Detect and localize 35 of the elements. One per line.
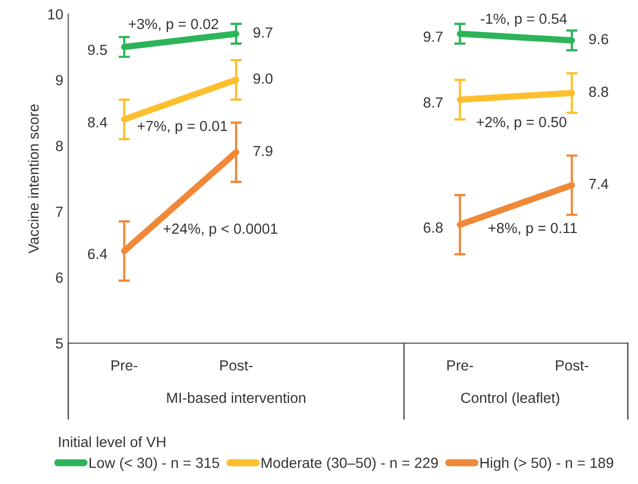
y-tick-label: 8 (56, 140, 63, 152)
x-tick-label: Pre- (112, 360, 138, 371)
data-label: 9.0 (253, 73, 272, 84)
y-tick-label: 7 (56, 206, 63, 217)
y-tick-label: 5 (56, 338, 63, 349)
x-tick-label: Post- (556, 360, 588, 371)
annotation: +8%, p = 0.11 (488, 222, 577, 236)
y-axis-title: Vaccine intention score (28, 104, 39, 254)
text: Control (leaflet) (461, 392, 560, 406)
legend-title: Initial level of VH (59, 436, 166, 448)
annotation: +3%, p = 0.02 (128, 18, 218, 32)
text: MI-based intervention (167, 392, 306, 404)
data-label: 9.7 (424, 32, 443, 42)
data-label: 6.8 (424, 222, 443, 233)
annotation: +7%, p = 0.01 (138, 120, 228, 134)
data-label: 6.4 (88, 248, 108, 260)
legend-label: Low (< 30) - n = 315 (90, 457, 220, 471)
data-label: 7.4 (589, 178, 608, 189)
annotation: -1%, p = 0.54 (480, 14, 567, 27)
data-label: 8.7 (424, 97, 443, 108)
data-label: 7.9 (254, 146, 272, 156)
y-tick-label: 10 (48, 9, 63, 20)
data-label: 9.5 (88, 44, 107, 56)
legend-label: Moderate (30–50) - n = 229 (262, 457, 438, 471)
annotation: +2%, p = 0.50 (476, 116, 566, 130)
data-label: 8.8 (589, 86, 608, 97)
x-tick-label: Pre- (447, 360, 474, 371)
y-tick-label: 6 (56, 272, 63, 283)
y-tick-label: 9 (56, 74, 63, 86)
data-label: 8.4 (88, 117, 108, 128)
data-label: 9.7 (253, 27, 272, 38)
legend-label: High (> 50) - n = 189 (480, 457, 614, 471)
data-label: 9.6 (589, 34, 608, 44)
x-tick-label: Post- (220, 360, 252, 371)
annotation: +24%, p < 0.0001 (164, 224, 278, 237)
